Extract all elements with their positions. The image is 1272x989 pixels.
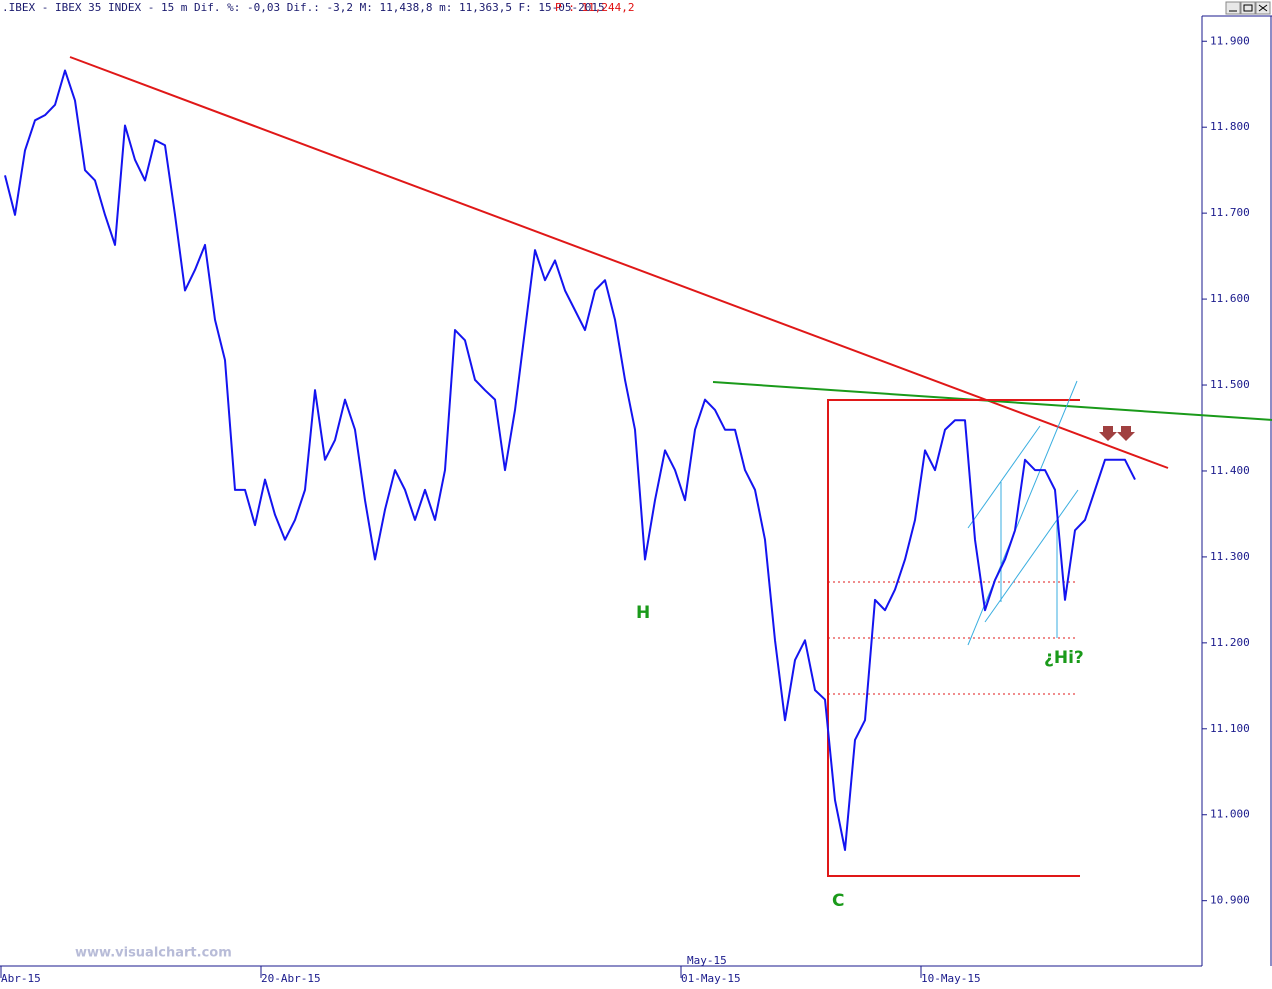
x-tick-label: 10-May-15 (921, 972, 981, 985)
close-icon (1258, 4, 1268, 12)
annotation: ¿Hi? (1044, 648, 1084, 668)
y-tick-label: 11.700 (1210, 206, 1250, 219)
x-tick-label: 01-May-15 (681, 972, 741, 985)
minimize-button[interactable] (1225, 1, 1241, 15)
channel-line (984, 489, 1079, 623)
maximize-icon (1243, 4, 1253, 12)
chart-title: .IBEX - IBEX 35 INDEX - 15 m Dif. %: -0,… (2, 1, 605, 14)
channel-line (967, 425, 1041, 529)
price-label: P : 11,244,2 (555, 1, 634, 14)
y-tick-label: 11.500 (1210, 378, 1250, 391)
arrow-marker (1117, 426, 1135, 441)
y-tick-label: 11.600 (1210, 292, 1250, 305)
x-tick-label: 20-Abr-15 (261, 972, 321, 985)
y-tick-label: 11.000 (1210, 808, 1250, 821)
y-tick-label: 11.800 (1210, 120, 1250, 133)
window-buttons[interactable] (1225, 1, 1271, 15)
x-tick-label: Abr-15 (1, 972, 41, 985)
price-line (4, 69, 1136, 851)
y-tick-label: 11.200 (1210, 636, 1250, 649)
maximize-button[interactable] (1240, 1, 1256, 15)
channel-line (967, 380, 1078, 646)
x-month-label: May-15 (687, 954, 727, 967)
watermark: www.visualchart.com (75, 946, 232, 961)
trend-line (69, 56, 1169, 469)
y-tick-label: 11.400 (1210, 464, 1250, 477)
arrow-marker (1099, 426, 1117, 441)
y-tick-label: 11.300 (1210, 550, 1250, 563)
y-tick-label: 11.900 (1210, 34, 1250, 47)
annotation: C (832, 891, 844, 911)
y-tick-label: 10.900 (1210, 894, 1250, 907)
y-tick-label: 11.100 (1210, 722, 1250, 735)
annotation: H (636, 603, 650, 623)
